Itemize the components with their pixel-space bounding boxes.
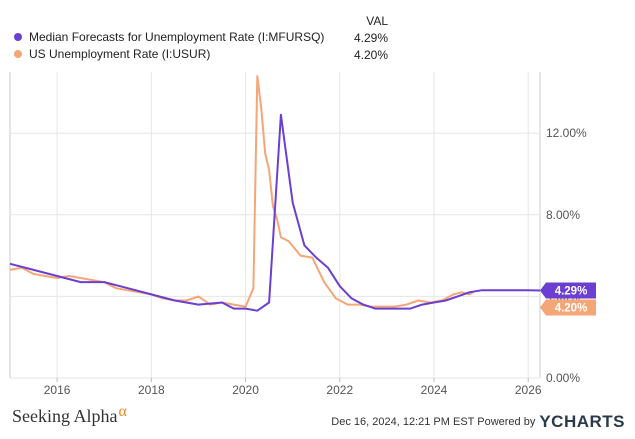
series-layer [9, 75, 541, 312]
footer-attribution: Dec 16, 2024, 12:21 PM EST Powered by YC… [331, 412, 625, 432]
legend-label-forecast: Median Forecasts for Unemployment Rate (… [29, 30, 325, 44]
x-tick-label: 2026 [515, 383, 542, 397]
x-tick-label: 2024 [421, 383, 448, 397]
legend-label-unemployment: US Unemployment Rate (I:USUR) [29, 47, 211, 61]
end-badge-forecast: 4.29% [540, 282, 596, 299]
axes: 0.00%4.00%8.00%12.00%2016201820202022202… [44, 126, 596, 397]
legend-item-forecast[interactable]: Median Forecasts for Unemployment Rate (… [14, 28, 324, 46]
y-tick-label: 8.00% [546, 208, 580, 222]
x-tick-label: 2022 [326, 383, 353, 397]
legend-dot-unemployment [14, 50, 22, 58]
brand-text: Seeking Alpha [12, 406, 118, 426]
y-tick-label: 12.00% [546, 126, 587, 140]
ycharts-logo[interactable]: YCHARTS [539, 412, 625, 431]
end-badge-unemployment-shape [540, 299, 596, 316]
legend-value-header: VAL [366, 14, 388, 28]
series-line-unemployment [9, 75, 474, 308]
end-badge-forecast-label: 4.29% [555, 285, 588, 297]
x-tick-label: 2020 [232, 383, 259, 397]
x-tick-label: 2016 [44, 383, 71, 397]
alpha-mark: α [118, 403, 127, 420]
y-tick-label: 0.00% [546, 371, 580, 385]
legend-item-unemployment[interactable]: US Unemployment Rate (I:USUR) [14, 45, 210, 63]
end-badge-forecast-shape [540, 282, 596, 299]
timestamp: Dec 16, 2024, 12:21 PM EST Powered by [331, 416, 536, 428]
end-badge-unemployment: 4.20% [540, 299, 596, 316]
series-line-forecast [9, 113, 541, 312]
x-tick-label: 2018 [138, 383, 165, 397]
seeking-alpha-logo: Seeking Alphaα [12, 403, 127, 427]
legend: VAL Median Forecasts for Unemployment Ra… [0, 0, 635, 70]
legend-value-unemployment: 4.20% [353, 48, 388, 62]
grid [9, 72, 541, 382]
end-badge-unemployment-label: 4.20% [555, 302, 588, 314]
legend-value-forecast: 4.29% [353, 31, 388, 45]
legend-dot-forecast [14, 33, 22, 41]
